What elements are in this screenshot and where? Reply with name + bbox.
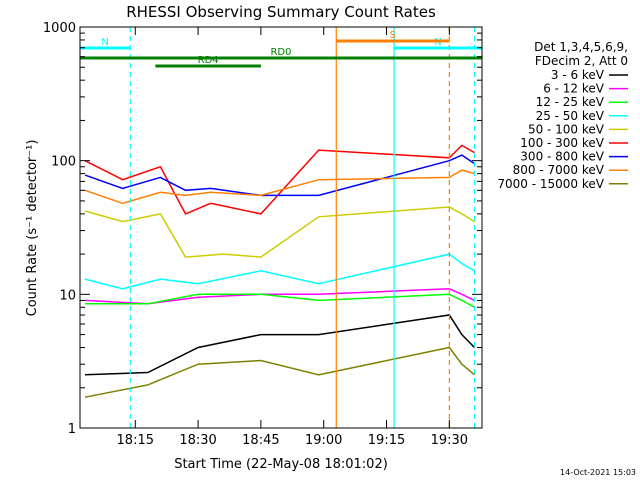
x-tick-label-2: 18:45 <box>242 433 279 448</box>
legend-header-1: FDecim 2, Att 0 <box>535 54 628 68</box>
footer-timestamp: 14-Oct-2021 15:03 <box>560 468 636 477</box>
series-line-5 <box>84 144 475 215</box>
y-axis-label: Count Rate (s⁻¹ detector⁻¹) <box>25 140 40 317</box>
legend-label-5: 100 - 300 keV <box>520 136 604 150</box>
annotation-label-0: N <box>101 37 108 48</box>
legend-label-2: 12 - 25 keV <box>536 95 605 109</box>
legend-label-7: 800 - 7000 keV <box>513 163 605 177</box>
annotation-label-4: RD4 <box>198 55 219 66</box>
x-tick-label-1: 18:30 <box>179 433 216 448</box>
series-line-3 <box>84 253 475 290</box>
series-lines-layer <box>84 144 476 398</box>
x-tick-label-4: 19:15 <box>368 433 405 448</box>
chart-title: RHESSI Observing Summary Count Rates <box>126 3 436 21</box>
series-line-0 <box>84 314 476 376</box>
y-tick-label-3: 1000 <box>43 21 76 36</box>
legend-label-6: 300 - 800 keV <box>520 150 604 164</box>
y-tick-label-2: 100 <box>51 155 76 170</box>
plot-frame <box>79 26 483 429</box>
annotation-label-2: S <box>390 30 396 41</box>
legend-label-1: 6 - 12 keV <box>543 82 605 96</box>
x-tick-label-3: 19:00 <box>305 433 342 448</box>
x-axis: 18:15 18:30 18:45 19:00 19:15 19:30 <box>117 27 468 448</box>
legend: Det 1,3,4,5,6,9,FDecim 2, Att 03 - 6 keV… <box>497 40 628 191</box>
y-tick-label-1: 10 <box>59 288 76 303</box>
x-tick-label-0: 18:15 <box>117 433 154 448</box>
series-line-6 <box>84 154 475 197</box>
legend-label-8: 7000 - 15000 keV <box>497 177 604 191</box>
legend-label-4: 50 - 100 keV <box>528 122 605 136</box>
series-line-4 <box>84 206 475 258</box>
legend-header-0: Det 1,3,4,5,6,9, <box>534 40 628 54</box>
annotation-label-3: RD0 <box>270 47 291 58</box>
annotation-layer: NNSRD0RD4 <box>80 30 482 68</box>
series-line-2 <box>85 293 475 308</box>
vertical-lines-layer <box>129 27 476 428</box>
y-axis: 1 10 100 1000 <box>43 21 482 437</box>
legend-label-0: 3 - 6 keV <box>551 68 605 82</box>
x-axis-label: Start Time (22-May-08 18:01:02) <box>174 457 388 472</box>
series-line-8 <box>84 346 475 398</box>
y-tick-label-0: 1 <box>68 422 76 437</box>
legend-label-3: 25 - 50 keV <box>536 109 605 123</box>
series-line-7 <box>84 169 475 205</box>
x-tick-label-5: 19:30 <box>431 433 468 448</box>
